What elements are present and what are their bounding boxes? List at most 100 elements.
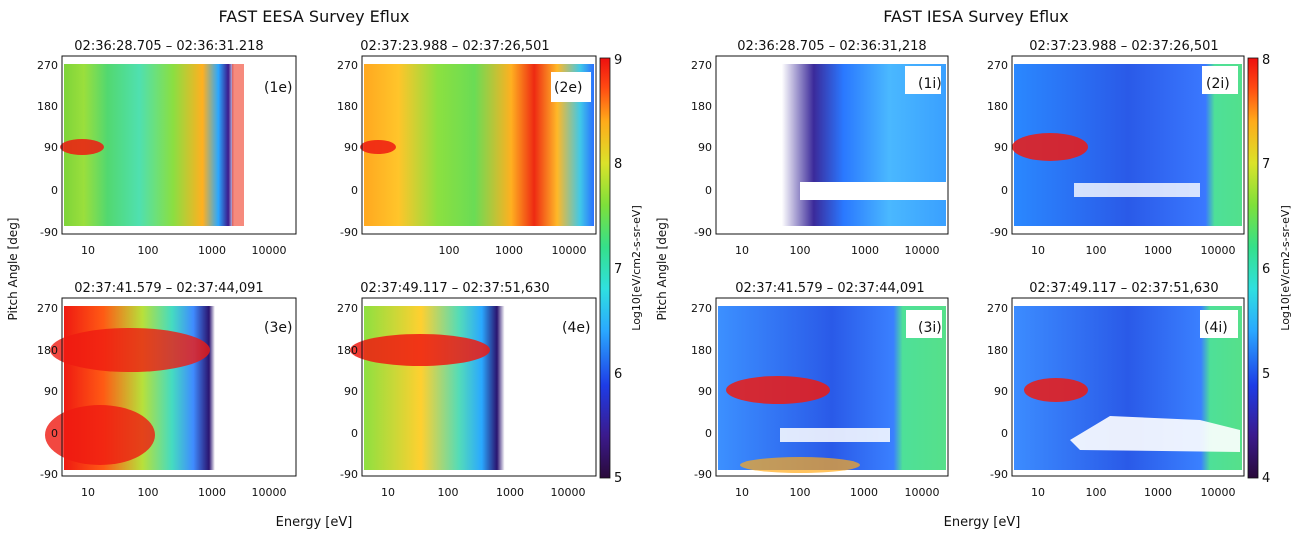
- panel-3e-ytick-m90: -90: [40, 468, 58, 481]
- panel-2e-beam: [360, 140, 396, 154]
- panel-2i-beam: [1012, 133, 1088, 161]
- colorbar-iesa-bar: [1247, 57, 1259, 479]
- panel-2e-time: 02:37:23.988 – 02:37:26,501: [360, 39, 549, 54]
- panel-4e-xtick-100: 100: [438, 486, 459, 499]
- panel-1e-ytick-m90: -90: [40, 226, 58, 239]
- panel-3e-frame: [61, 297, 297, 477]
- panel-4i-beam: [1024, 378, 1088, 402]
- panel-4e-xtick-1000: 1000: [496, 486, 524, 499]
- colorbar-eesa-bar: [599, 57, 611, 479]
- panel-1e-ytick-270: 270: [37, 59, 58, 72]
- panel-3e-time: 02:37:41.579 – 02:37:44,091: [74, 281, 263, 296]
- panel-2i-xtick-10: 10: [1031, 244, 1045, 257]
- panel-1i-time: 02:36:28.705 – 02:36:31,218: [737, 39, 926, 54]
- panel-2e-ytick-270: 270: [337, 59, 358, 72]
- title-eesa: FAST EESA Survey Eflux: [219, 7, 410, 26]
- panel-4i-ytick-m90: -90: [990, 468, 1008, 481]
- panel-2i-ytick-90: 90: [994, 141, 1008, 154]
- panel-4e-ytick-180: 180: [337, 344, 358, 357]
- panel-4i-ytick-0: 0: [1001, 427, 1008, 440]
- panel-3e-beam: [50, 328, 210, 372]
- panel-1i-ytick-m90: -90: [694, 226, 712, 239]
- panel-1i-ytick-90: 90: [698, 141, 712, 154]
- colorbar-iesa-tick-6: 6: [1262, 262, 1270, 277]
- panel-3e-xtick-1000: 1000: [198, 486, 226, 499]
- panel-4e-xtick-10000: 10000: [551, 486, 586, 499]
- panel-3i-ytick-270: 270: [691, 302, 712, 315]
- panel-4e-ytick-270: 270: [337, 302, 358, 315]
- panel-4e-ytick-0: 0: [351, 427, 358, 440]
- panel-1e-xtick-10000: 10000: [252, 244, 287, 257]
- panel-3i-gap: [780, 428, 890, 442]
- panel-1e-xtick-100: 100: [138, 244, 159, 257]
- panel-3i-ytick-90: 90: [698, 385, 712, 398]
- panel-2e-ytick-m90: -90: [340, 226, 358, 239]
- panel-1i-ytick-270: 270: [691, 59, 712, 72]
- panel-3e-xtick-10: 10: [81, 486, 95, 499]
- panel-4i-ytick-270: 270: [987, 302, 1008, 315]
- panel-3i-label-box: [906, 310, 942, 338]
- panel-3i-frame: [715, 297, 949, 477]
- panel-4i-xtick-10000: 10000: [1201, 486, 1236, 499]
- panel-2e-frame: [361, 55, 597, 235]
- panel-1e: 02:36:28.705 – 02:36:31.218 (1e) 270 180…: [37, 39, 297, 257]
- panel-2e: 02:37:23.988 – 02:37:26,501 (2e) 270 180…: [337, 39, 597, 257]
- panel-3i-xtick-10: 10: [735, 486, 749, 499]
- panel-2i-xtick-1000: 1000: [1144, 244, 1172, 257]
- panel-4e: 02:37:49.117 – 02:37:51,630 (4e) 270 180…: [337, 281, 597, 499]
- panel-3i-ytick-m90: -90: [694, 468, 712, 481]
- colorbar-eesa-tick-5: 5: [614, 471, 622, 486]
- panel-2e-label-box: [551, 72, 591, 102]
- panel-2i-label: (2i): [1206, 76, 1230, 92]
- panel-3i-xtick-10000: 10000: [905, 486, 940, 499]
- panel-3i: 02:37:41.579 – 02:37:44,091 (3i) 270 180…: [691, 281, 949, 499]
- panel-2e-xtick-10000: 10000: [552, 244, 587, 257]
- panel-1e-xtick-1000: 1000: [198, 244, 226, 257]
- panel-2e-ytick-0: 0: [351, 184, 358, 197]
- panel-4e-beam: [350, 334, 490, 366]
- panel-3e: 02:37:41.579 – 02:37:44,091 (3e) 270 180…: [37, 281, 297, 499]
- panel-1i-xtick-1000: 1000: [851, 244, 879, 257]
- panel-2e-label: (2e): [554, 80, 582, 96]
- panel-4i-ytick-90: 90: [994, 385, 1008, 398]
- panel-1e-ytick-90: 90: [44, 141, 58, 154]
- xlabel-eesa: Energy [eV]: [276, 515, 353, 530]
- panel-1e-band: [232, 64, 244, 226]
- panel-4i-ytick-180: 180: [987, 344, 1008, 357]
- panel-2i-ytick-180: 180: [987, 100, 1008, 113]
- panel-4e-xtick-10: 10: [381, 486, 395, 499]
- title-iesa: FAST IESA Survey Eflux: [883, 7, 1069, 26]
- panel-2i-label-box: [1202, 66, 1238, 94]
- colorbar-eesa-tick-9: 9: [614, 53, 622, 68]
- colorbar-iesa-tick-7: 7: [1262, 157, 1270, 172]
- panel-1i-ytick-180: 180: [691, 100, 712, 113]
- panel-3i-down: [740, 457, 860, 473]
- panel-1i-label: (1i): [918, 76, 942, 92]
- panel-2i-gap: [1074, 183, 1200, 197]
- panel-2i-xtick-100: 100: [1086, 244, 1107, 257]
- panel-1e-ytick-180: 180: [37, 100, 58, 113]
- panel-3i-time: 02:37:41.579 – 02:37:44,091: [735, 281, 924, 296]
- panel-2e-xtick-1000: 1000: [495, 244, 523, 257]
- panel-3e-label: (3e): [264, 320, 292, 336]
- colorbar-iesa: 8 7 6 5 4 Log10[eV/cm2-s-sr-eV]: [1247, 53, 1292, 486]
- panel-4i-time: 02:37:49.117 – 02:37:51,630: [1029, 281, 1218, 296]
- panel-1i-label-box: [905, 66, 941, 94]
- panel-3i-xtick-1000: 1000: [850, 486, 878, 499]
- panel-4i-xtick-1000: 1000: [1144, 486, 1172, 499]
- panel-1i-xtick-10000: 10000: [905, 244, 940, 257]
- ylabel-eesa: Pitch Angle [deg]: [6, 218, 20, 321]
- panel-3i-beam: [726, 376, 830, 404]
- colorbar-iesa-tick-4: 4: [1262, 471, 1270, 486]
- panel-3e-ytick-270: 270: [37, 302, 58, 315]
- panel-2i: 02:37:23.988 – 02:37:26,501 (2i) 270 180…: [987, 39, 1245, 257]
- panel-2e-ytick-180: 180: [337, 100, 358, 113]
- panel-1i-frame: [715, 55, 949, 235]
- ylabel-iesa: Pitch Angle [deg]: [655, 218, 669, 321]
- colorbar-iesa-label: Log10[eV/cm2-s-sr-eV]: [1279, 205, 1292, 330]
- colorbar-eesa: 9 8 7 6 5 Log10[eV/cm2-s-sr-eV]: [599, 53, 643, 486]
- panel-4e-frame: [361, 297, 597, 477]
- panel-1i-ytick-0: 0: [705, 184, 712, 197]
- panel-1i: 02:36:28.705 – 02:36:31,218 (1i) 270 180…: [691, 39, 949, 257]
